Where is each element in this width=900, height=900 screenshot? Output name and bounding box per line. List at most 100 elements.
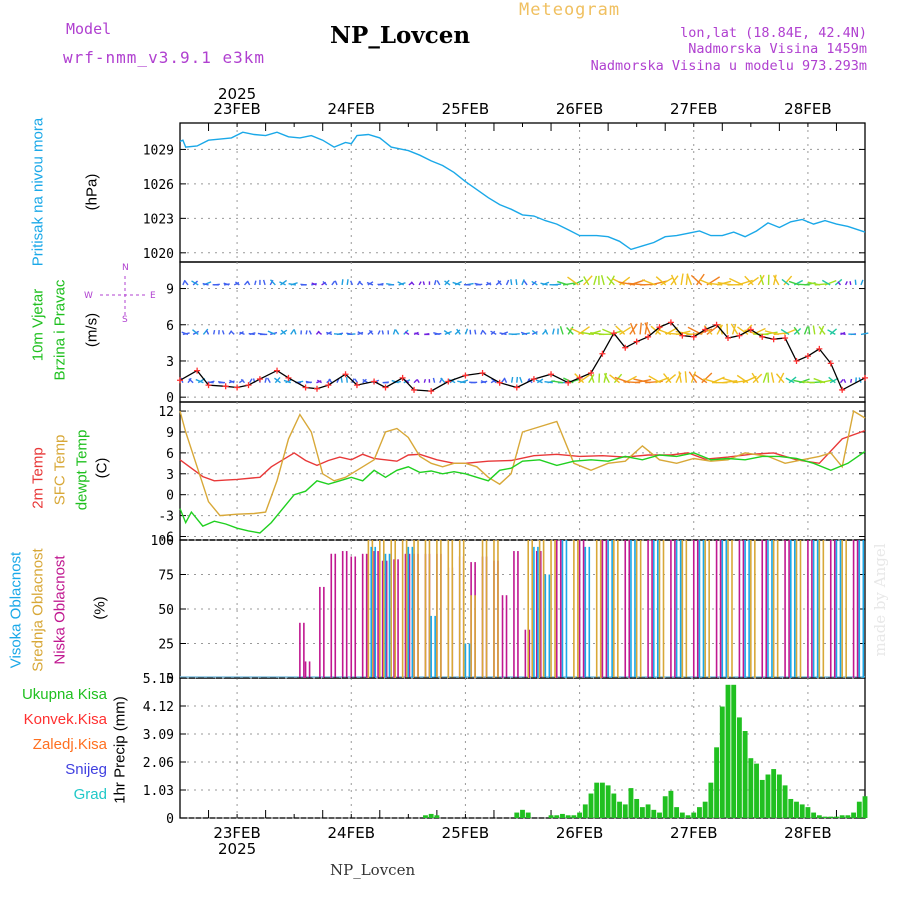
wind-barb xyxy=(583,276,590,286)
wind-barb xyxy=(248,332,255,336)
top-day-label: 28FEB xyxy=(784,100,831,118)
wind-barb xyxy=(627,282,646,286)
wind-barb xyxy=(279,281,286,286)
top-day-label: 23FEB xyxy=(213,100,260,118)
model-altitude-text: Nadmorska Visina u modelu 973.293m xyxy=(590,58,867,74)
ytick-label-pressure-1: 1023 xyxy=(143,212,174,227)
wind-barb xyxy=(331,280,336,286)
wind-barb xyxy=(764,330,779,336)
wind-barb xyxy=(730,323,739,335)
wind-barb xyxy=(191,280,199,286)
precip-bar xyxy=(611,793,617,818)
precip-bar xyxy=(691,812,697,818)
compass-s: S xyxy=(122,315,128,325)
lonlat-text: lon,lat (18.84E, 42.4N) xyxy=(680,25,867,41)
wind-barb xyxy=(684,371,688,383)
wind-barb xyxy=(266,377,271,384)
wind-barb xyxy=(772,274,777,286)
precip-bar xyxy=(657,812,662,818)
wind-gust-marker xyxy=(371,378,378,385)
wind-barb xyxy=(464,328,469,335)
wind-barb xyxy=(188,378,194,384)
wind-barb xyxy=(416,379,420,384)
wind-barb xyxy=(340,376,343,383)
model-name: wrf-nmm_v3.9.1 e3km xyxy=(63,48,266,67)
wind-gust-marker xyxy=(245,382,252,389)
wind-barb xyxy=(443,330,451,336)
page-title: NP_Lovcen xyxy=(330,22,471,49)
precip-bar xyxy=(668,790,674,818)
wind-barb xyxy=(639,322,642,335)
legend-total-rain: Ukupna Kisa xyxy=(21,686,107,703)
precip-bar xyxy=(748,758,754,818)
wind-gust-marker xyxy=(713,321,720,328)
wind-gust-marker xyxy=(194,367,201,374)
wind-barb xyxy=(801,381,815,384)
ytick-label-pressure-3: 1029 xyxy=(143,143,174,158)
ytick-label-precipitation-2: 2.06 xyxy=(143,756,174,771)
wind-barb xyxy=(729,277,744,286)
precip-bar xyxy=(771,769,777,818)
wind-barb xyxy=(349,280,354,286)
wind-barb xyxy=(410,281,415,286)
wind-barb xyxy=(678,371,682,383)
wind-barb xyxy=(829,328,838,335)
wind-barb xyxy=(803,326,809,335)
precip-bar xyxy=(674,807,680,818)
wind-barb xyxy=(693,373,708,384)
wind-barb xyxy=(414,332,420,336)
wind-barb xyxy=(495,280,502,286)
wind-barb xyxy=(767,372,770,383)
top-day-label: 26FEB xyxy=(556,100,603,118)
precip-bar xyxy=(582,804,588,818)
wind-barb xyxy=(341,279,344,286)
wind-barb xyxy=(593,275,598,286)
precip-bar xyxy=(782,785,788,818)
wind-barb xyxy=(521,279,525,286)
precip-bar xyxy=(845,815,851,818)
wind-barb xyxy=(850,378,853,383)
precip-bar xyxy=(856,801,862,818)
wind-barb xyxy=(195,378,204,384)
wind-barb xyxy=(747,276,759,286)
precip-bar xyxy=(799,804,805,818)
wind-barb xyxy=(474,282,481,286)
precip-bar xyxy=(822,816,828,818)
bottom-day-label: 27FEB xyxy=(670,824,717,842)
wind-gust-marker xyxy=(325,382,332,389)
wind-barb xyxy=(328,378,333,384)
wind-barb xyxy=(235,281,240,286)
wind-barb xyxy=(249,378,253,384)
precip-bar xyxy=(839,815,845,818)
wind-barb xyxy=(690,274,703,286)
wind-gust-marker xyxy=(479,370,486,377)
wind-barb xyxy=(202,328,209,335)
ytick-label-precipitation-4: 4.12 xyxy=(143,700,174,715)
wind-gust-marker xyxy=(725,335,731,342)
wind-barb xyxy=(392,329,396,335)
precip-bar xyxy=(662,796,668,818)
wind-gust-marker xyxy=(816,345,823,352)
wind-barb xyxy=(212,329,216,335)
wind-gust-marker xyxy=(342,371,349,378)
wind-barb xyxy=(362,378,369,384)
precip-bar xyxy=(788,798,794,818)
wind-barb xyxy=(770,372,775,383)
wind-barb xyxy=(752,373,763,384)
wind-barb xyxy=(680,273,684,286)
wind-barb xyxy=(269,279,276,286)
wind-barb xyxy=(670,274,677,286)
wind-barb xyxy=(311,282,317,286)
wind-barb xyxy=(418,281,422,286)
wind-barb xyxy=(280,329,287,335)
wind-barb xyxy=(448,378,456,384)
wind-barb xyxy=(572,279,584,286)
wind-gust-marker xyxy=(782,335,789,342)
precip-bar xyxy=(851,812,857,818)
wind-barb xyxy=(413,379,418,384)
panel-frame-pressure xyxy=(179,122,866,263)
wind-barb xyxy=(840,332,846,336)
precip-bar xyxy=(428,813,434,818)
ytick-label-precipitation-0: 0 xyxy=(166,812,174,827)
wind-barb xyxy=(345,376,348,383)
